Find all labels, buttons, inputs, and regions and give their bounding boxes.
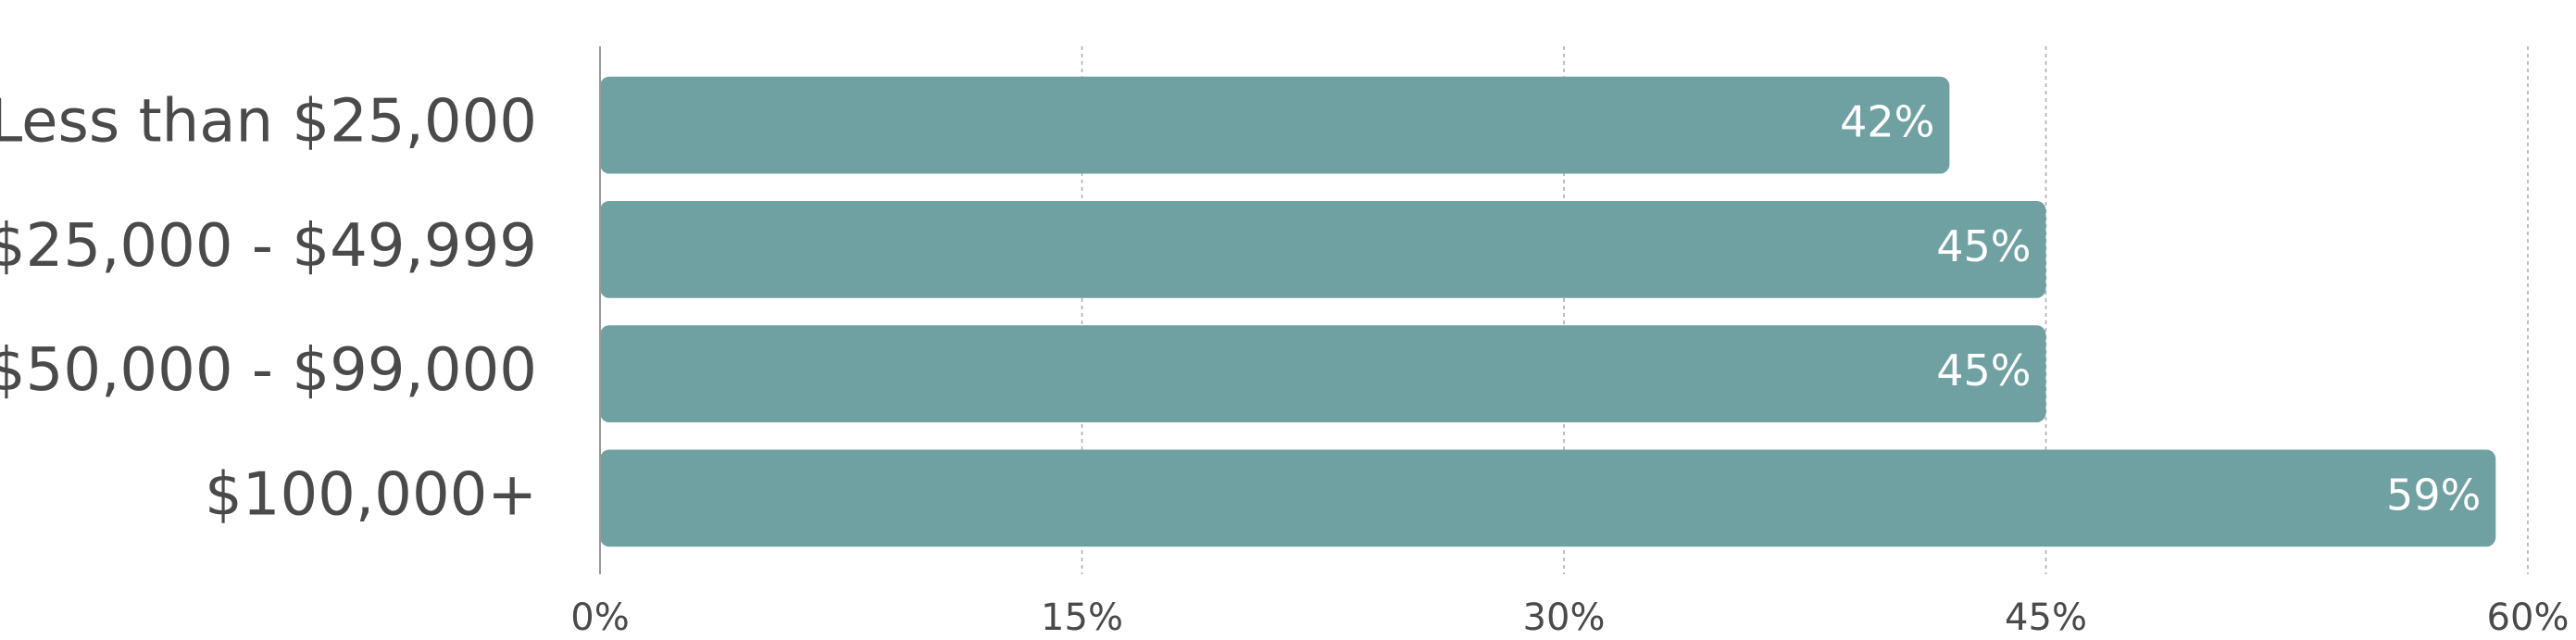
value-label: 45% [1936,345,2031,395]
bar [600,325,2046,422]
x-tick-label: 15% [1041,596,1123,639]
bar [600,76,1950,174]
x-tick-label: 45% [2005,596,2087,639]
x-tick-label: 30% [1523,596,1606,639]
category-label: $25,000 - $49,999 [0,212,537,281]
value-label: 42% [1840,97,1934,147]
x-tick-label: 60% [2487,596,2570,639]
value-label: 45% [1936,221,2031,271]
value-label: 59% [2386,470,2481,520]
x-tick-label: 0% [570,596,629,639]
bar [600,449,2496,547]
bar [600,201,2046,298]
category-label: $50,000 - $99,000 [0,336,537,405]
category-label: Less than $25,000 [0,88,537,157]
category-label: $100,000+ [205,460,537,529]
